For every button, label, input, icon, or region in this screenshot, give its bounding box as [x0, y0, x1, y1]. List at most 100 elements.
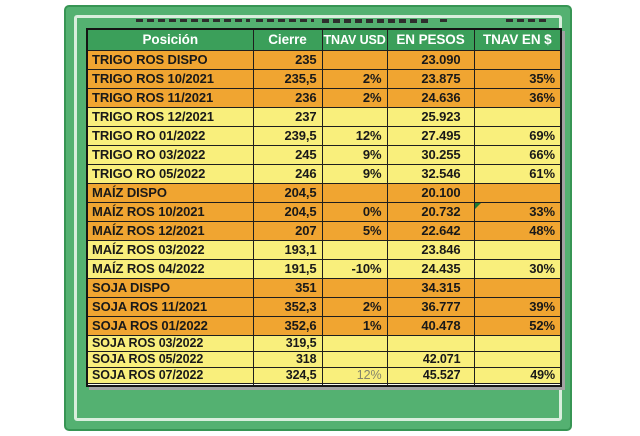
cell-tnav-usd[interactable]: 0%: [321, 201, 388, 222]
cell-posicion[interactable]: SOJA ROS 11/2021: [86, 296, 254, 317]
cell-en-pesos[interactable]: 24.435: [386, 258, 475, 279]
cell-tnav-usd[interactable]: 12%: [321, 366, 388, 384]
cell-tnav-en-pesos[interactable]: 39%: [473, 296, 562, 317]
cell-tnav-usd[interactable]: [321, 182, 388, 203]
cell-tnav-en-pesos[interactable]: 52%: [473, 315, 562, 336]
cell-cierre[interactable]: 204,5: [252, 182, 323, 203]
cell-posicion[interactable]: SOJA DISPO: [86, 277, 254, 298]
cell-cierre[interactable]: 246: [252, 163, 323, 184]
cell-tnav-en-pesos[interactable]: 35%: [473, 68, 562, 89]
cell-cierre[interactable]: 235: [252, 49, 323, 70]
cell-en-pesos[interactable]: 23.875: [386, 68, 475, 89]
cell-tnav-en-pesos[interactable]: 36%: [473, 87, 562, 108]
cell-en-pesos[interactable]: 45.527: [386, 366, 475, 384]
cell-en-pesos[interactable]: [386, 334, 475, 352]
cell-en-pesos[interactable]: 20.732: [386, 201, 475, 222]
cell-en-pesos[interactable]: 25.923: [386, 106, 475, 127]
cell-tnav-usd[interactable]: 2%: [321, 68, 388, 89]
cell-tnav-usd[interactable]: [321, 350, 388, 368]
cell-cierre[interactable]: 245: [252, 144, 323, 165]
cell-en-pesos[interactable]: 23.090: [386, 49, 475, 70]
cell-cierre[interactable]: 237: [252, 106, 323, 127]
cell-posicion[interactable]: TRIGO ROS 11/2021: [86, 87, 254, 108]
cell-tnav-en-pesos[interactable]: 61%: [473, 163, 562, 184]
cell-posicion[interactable]: MAÍZ ROS 10/2021: [86, 201, 254, 222]
cell-tnav-usd[interactable]: [321, 239, 388, 260]
cell-en-pesos[interactable]: 36.777: [386, 296, 475, 317]
cell-tnav-usd[interactable]: [321, 49, 388, 70]
table-row: MAÍZ ROS 04/2022 191,5 -10% 24.435 30%: [86, 258, 562, 279]
cell-posicion[interactable]: TRIGO ROS DISPO: [86, 49, 254, 70]
cell-tnav-usd[interactable]: 2%: [321, 296, 388, 317]
cell-cierre[interactable]: 236: [252, 87, 323, 108]
cell-en-pesos[interactable]: 24.636: [386, 87, 475, 108]
cell-posicion[interactable]: TRIGO ROS 12/2021: [86, 106, 254, 127]
cell-cierre[interactable]: 191,5: [252, 258, 323, 279]
column-header-tnav-usd[interactable]: TNAV USD: [321, 28, 388, 51]
cell-cierre[interactable]: 235,5: [252, 68, 323, 89]
cell-posicion[interactable]: TRIGO RO 03/2022: [86, 144, 254, 165]
cell-tnav-usd[interactable]: 9%: [321, 163, 388, 184]
cell-tnav-en-pesos[interactable]: [473, 182, 562, 203]
cell-en-pesos[interactable]: 42.071: [386, 350, 475, 368]
column-header-tnav-en-pesos[interactable]: TNAV EN $: [473, 28, 562, 51]
cell-en-pesos[interactable]: 34.315: [386, 277, 475, 298]
cell-tnav-en-pesos[interactable]: [473, 239, 562, 260]
column-header-en-pesos[interactable]: EN PESOS: [386, 28, 475, 51]
cell-tnav-en-pesos[interactable]: [473, 334, 562, 352]
cell-cierre[interactable]: 239,5: [252, 125, 323, 146]
cell-cierre[interactable]: 319,5: [252, 334, 323, 352]
cell-tnav-en-pesos[interactable]: 30%: [473, 258, 562, 279]
table-row: MAÍZ ROS 12/2021 207 5% 22.642 48%: [86, 220, 562, 241]
cell-en-pesos[interactable]: 40.478: [386, 315, 475, 336]
cell-tnav-usd[interactable]: [321, 334, 388, 352]
table-row: SOJA ROS 07/2022 324,5 12% 45.527 49%: [86, 366, 562, 384]
column-header-cierre[interactable]: Cierre: [252, 28, 323, 51]
column-header-posicion[interactable]: Posición: [86, 28, 254, 51]
cell-posicion[interactable]: SOJA ROS 01/2022: [86, 315, 254, 336]
cell-cierre[interactable]: 324,5: [252, 366, 323, 384]
cell-tnav-usd[interactable]: -10%: [321, 258, 388, 279]
cell-en-pesos[interactable]: 27.495: [386, 125, 475, 146]
cell-posicion[interactable]: SOJA ROS 05/2022: [86, 350, 254, 368]
cell-tnav-en-pesos[interactable]: [473, 350, 562, 368]
cell-cierre[interactable]: 351: [252, 277, 323, 298]
table-row: SOJA ROS 05/2022 318 42.071: [86, 350, 562, 368]
cell-cierre[interactable]: 193,1: [252, 239, 323, 260]
cell-tnav-en-pesos[interactable]: [473, 106, 562, 127]
cell-tnav-en-pesos[interactable]: 49%: [473, 366, 562, 384]
cell-tnav-usd[interactable]: 5%: [321, 220, 388, 241]
cell-en-pesos[interactable]: 32.546: [386, 163, 475, 184]
cell-tnav-usd[interactable]: 12%: [321, 125, 388, 146]
cell-cierre[interactable]: 352,6: [252, 315, 323, 336]
cell-cierre[interactable]: 207: [252, 220, 323, 241]
cell-posicion[interactable]: TRIGO ROS 10/2021: [86, 68, 254, 89]
cell-tnav-en-pesos[interactable]: 33%: [473, 201, 562, 222]
cell-tnav-usd[interactable]: [321, 277, 388, 298]
cell-posicion[interactable]: MAÍZ DISPO: [86, 182, 254, 203]
cell-cierre[interactable]: 318: [252, 350, 323, 368]
cell-en-pesos[interactable]: 20.100: [386, 182, 475, 203]
cell-tnav-en-pesos[interactable]: 66%: [473, 144, 562, 165]
cell-en-pesos[interactable]: 22.642: [386, 220, 475, 241]
table-row: TRIGO RO 01/2022 239,5 12% 27.495 69%: [86, 125, 562, 146]
cell-posicion[interactable]: MAÍZ ROS 03/2022: [86, 239, 254, 260]
cell-cierre[interactable]: 352,3: [252, 296, 323, 317]
cell-tnav-en-pesos[interactable]: 48%: [473, 220, 562, 241]
cell-tnav-usd[interactable]: 2%: [321, 87, 388, 108]
cell-posicion[interactable]: TRIGO RO 01/2022: [86, 125, 254, 146]
cell-tnav-usd[interactable]: [321, 106, 388, 127]
cell-tnav-en-pesos[interactable]: 69%: [473, 125, 562, 146]
cell-tnav-en-pesos[interactable]: [473, 277, 562, 298]
cell-cierre[interactable]: 204,5: [252, 201, 323, 222]
cell-tnav-en-pesos[interactable]: [473, 49, 562, 70]
cell-en-pesos[interactable]: 23.846: [386, 239, 475, 260]
cell-posicion[interactable]: MAÍZ ROS 12/2021: [86, 220, 254, 241]
cell-tnav-usd[interactable]: 1%: [321, 315, 388, 336]
cell-posicion[interactable]: TRIGO RO 05/2022: [86, 163, 254, 184]
cell-en-pesos[interactable]: 30.255: [386, 144, 475, 165]
cell-posicion[interactable]: SOJA ROS 07/2022: [86, 366, 254, 384]
cell-posicion[interactable]: SOJA ROS 03/2022: [86, 334, 254, 352]
cell-posicion[interactable]: MAÍZ ROS 04/2022: [86, 258, 254, 279]
cell-tnav-usd[interactable]: 9%: [321, 144, 388, 165]
